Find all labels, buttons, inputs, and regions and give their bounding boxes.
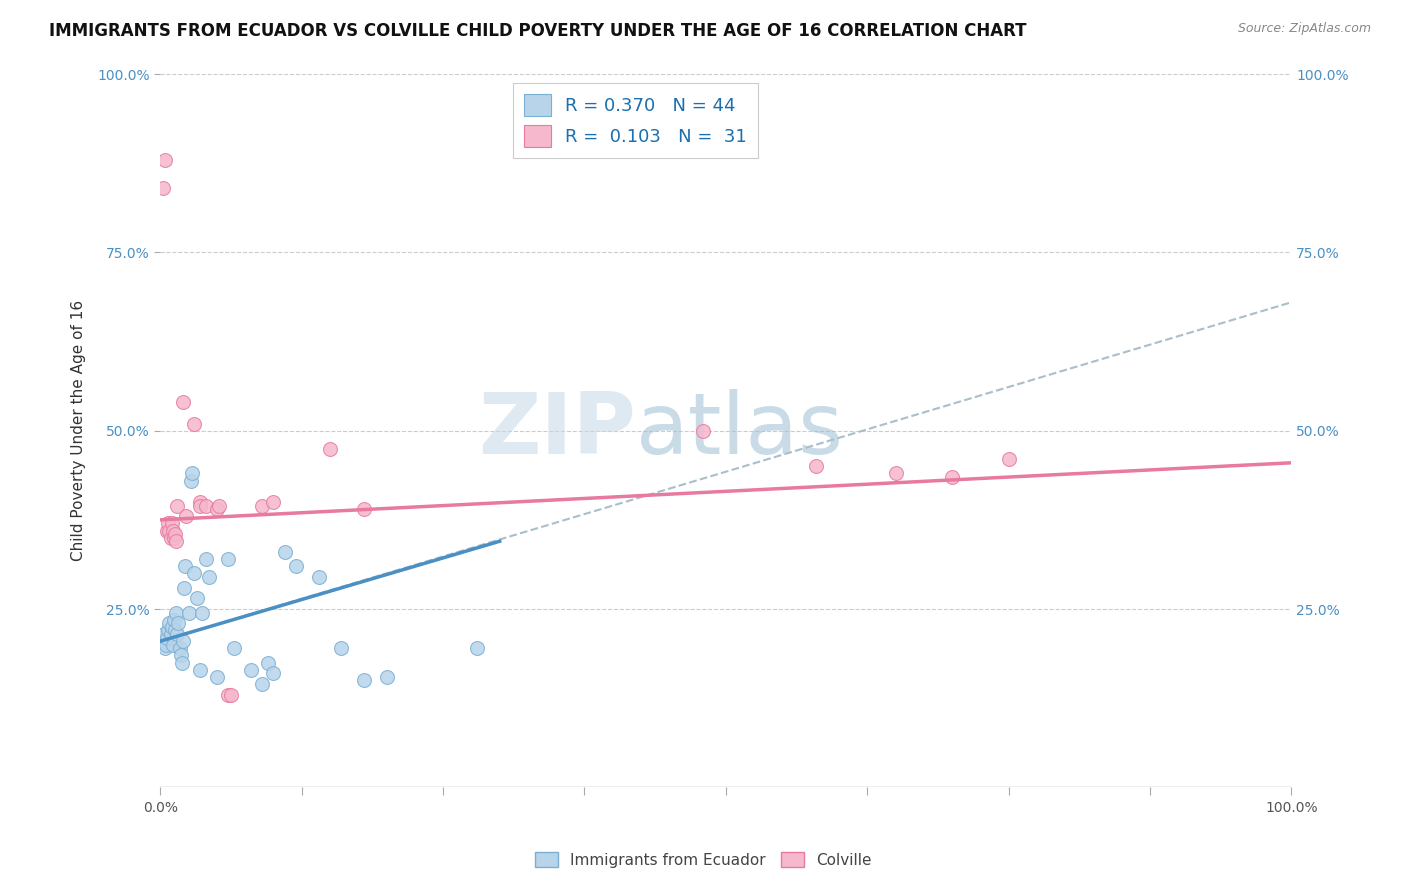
Point [191,606,214,620]
Point [172,634,194,648]
Point [181,467,204,481]
Point [163,531,186,545]
Point [166,499,188,513]
Point [153,153,176,167]
Point [152,181,174,195]
Point [176,509,198,524]
Legend: R = 0.370   N = 44, R =  0.103   N =  31: R = 0.370 N = 44, R = 0.103 N = 31 [513,83,758,158]
Point [157,516,180,531]
Point [162,524,184,538]
Point [208,499,231,513]
Point [997,452,1019,467]
Point [263,495,285,509]
Point [152,627,174,641]
Point [250,499,273,513]
Point [163,613,186,627]
Point [239,663,262,677]
Point [172,395,194,409]
Point [285,559,308,574]
Point [183,566,205,581]
Point [219,688,242,702]
Point [180,474,202,488]
Point [157,624,180,638]
Point [159,531,181,545]
Point [159,616,181,631]
Point [198,570,221,584]
Point [162,638,184,652]
Point [375,670,398,684]
Point [330,641,353,656]
Point [159,627,181,641]
Point [170,656,193,670]
Point [319,442,342,456]
Point [165,534,187,549]
Point [170,648,193,663]
Point [152,634,174,648]
Point [308,570,330,584]
Point [156,631,179,645]
Point [156,524,179,538]
Point [353,673,375,688]
Point [169,641,191,656]
Point [194,499,217,513]
Point [160,620,183,634]
Text: atlas: atlas [636,389,844,472]
Point [941,470,963,484]
Point [263,666,285,681]
Point [205,502,228,516]
Point [155,638,177,652]
Point [174,559,197,574]
Point [274,545,297,559]
Point [165,624,187,638]
Text: IMMIGRANTS FROM ECUADOR VS COLVILLE CHILD POVERTY UNDER THE AGE OF 16 CORRELATIO: IMMIGRANTS FROM ECUADOR VS COLVILLE CHIL… [49,22,1026,40]
Point [884,467,907,481]
Point [167,616,190,631]
Point [165,527,187,541]
Point [177,606,200,620]
Point [173,581,195,595]
Point [160,516,183,531]
Point [153,641,176,656]
Point [205,670,228,684]
Point [188,499,211,513]
Point [353,502,375,516]
Point [188,495,211,509]
Point [806,459,828,474]
Point [217,552,239,566]
Point [465,641,488,656]
Point [692,424,714,438]
Legend: Immigrants from Ecuador, Colville: Immigrants from Ecuador, Colville [529,846,877,873]
Point [165,606,187,620]
Point [159,524,181,538]
Point [194,552,217,566]
Point [186,591,208,606]
Point [217,688,239,702]
Point [250,677,273,691]
Point [222,641,245,656]
Point [166,627,188,641]
Text: ZIP: ZIP [478,389,636,472]
Point [183,417,205,431]
Y-axis label: Child Poverty Under the Age of 16: Child Poverty Under the Age of 16 [72,300,86,561]
Point [256,656,278,670]
Point [188,663,211,677]
Text: Source: ZipAtlas.com: Source: ZipAtlas.com [1237,22,1371,36]
